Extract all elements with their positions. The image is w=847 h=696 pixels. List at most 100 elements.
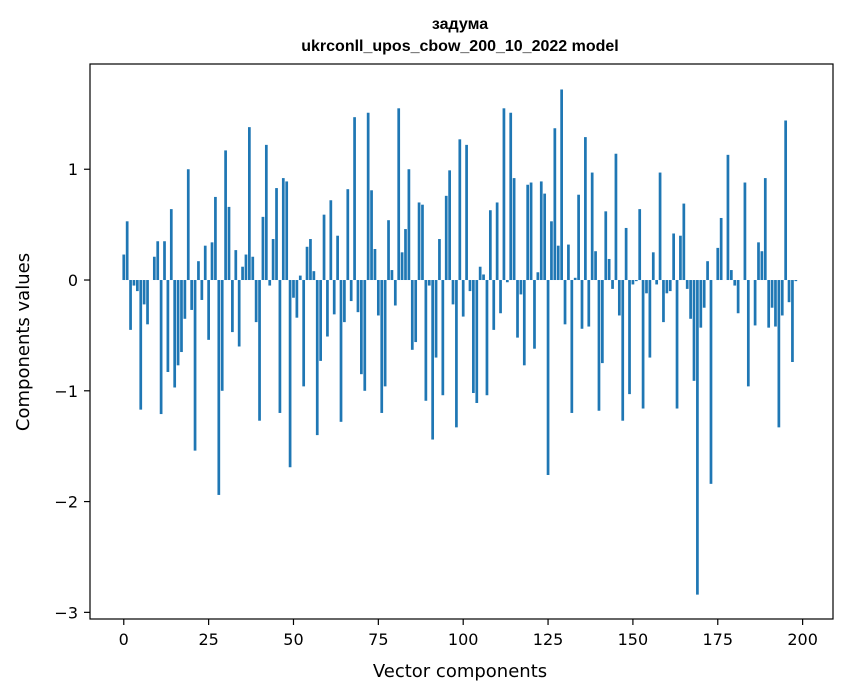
bar-124 [543, 193, 547, 281]
bar-93 [438, 239, 441, 281]
bar-60 [326, 280, 329, 337]
bar-16 [176, 280, 180, 366]
bar-164 [679, 235, 682, 281]
bar-187 [757, 242, 760, 281]
bar-63 [336, 235, 339, 281]
bar-154 [645, 280, 648, 294]
bar-89 [424, 280, 428, 401]
bar-83 [404, 229, 407, 281]
bar-77 [383, 280, 387, 387]
bar-135 [580, 280, 584, 329]
bar-148 [624, 227, 628, 281]
bar-29 [220, 280, 224, 391]
x-tick-label: 150 [618, 630, 649, 649]
bar-128 [556, 245, 560, 281]
bar-76 [380, 280, 384, 413]
bar-196 [787, 280, 791, 303]
bar-48 [285, 181, 289, 281]
bar-144 [611, 280, 614, 289]
bar-1 [125, 221, 129, 281]
bar-39 [254, 280, 258, 323]
bar-42 [264, 144, 268, 281]
bar-21 [193, 280, 197, 451]
bar-68 [353, 117, 356, 281]
bar-94 [441, 280, 445, 396]
bar-186 [753, 280, 757, 326]
bar-46 [278, 280, 282, 413]
bar-101 [465, 144, 468, 281]
bar-52 [298, 275, 302, 281]
bar-169 [696, 280, 699, 595]
bar-122 [536, 272, 540, 281]
bar-79 [390, 270, 394, 281]
bar-71 [363, 280, 367, 391]
bar-31 [227, 206, 231, 281]
chart-title: задума [432, 16, 488, 33]
bar-7 [146, 280, 149, 325]
bar-10 [156, 241, 160, 281]
bar-11 [159, 280, 163, 415]
bar-57 [315, 280, 319, 436]
bar-194 [780, 280, 784, 316]
bar-161 [668, 280, 672, 292]
bar-181 [736, 280, 740, 314]
bar-104 [475, 280, 479, 403]
bar-37 [248, 127, 251, 281]
bar-150 [631, 280, 635, 285]
bar-91 [431, 280, 435, 440]
bar-117 [519, 280, 523, 295]
bar-50 [292, 280, 295, 298]
bar-106 [482, 274, 485, 281]
bar-147 [621, 280, 625, 421]
y-axis-ticks: −3 −2 −1 0 1 [54, 160, 90, 622]
x-tick-label: 50 [283, 630, 303, 649]
y-axis-label: Components values [13, 253, 34, 431]
bar-23 [200, 280, 204, 300]
bar-145 [614, 153, 618, 281]
bar-35 [241, 266, 244, 281]
bar-170 [699, 280, 703, 328]
bar-139 [594, 251, 597, 281]
bar-178 [726, 154, 730, 281]
bar-142 [604, 211, 608, 281]
bar-189 [763, 178, 767, 281]
bar-4 [135, 280, 139, 292]
bar-67 [349, 280, 353, 302]
bar-2 [129, 280, 132, 330]
bar-53 [302, 280, 306, 387]
y-tick-label: −2 [54, 493, 78, 512]
bar-192 [774, 280, 777, 327]
bar-15 [173, 280, 177, 388]
bar-51 [295, 280, 299, 318]
bar-110 [495, 202, 499, 281]
bar-171 [702, 280, 706, 308]
bar-131 [567, 244, 570, 281]
bar-73 [370, 190, 373, 281]
bar-38 [251, 256, 255, 281]
bar-56 [312, 271, 316, 281]
bar-3 [132, 280, 136, 286]
bar-78 [387, 220, 390, 281]
bar-193 [777, 280, 781, 428]
bar-109 [492, 280, 496, 330]
bar-197 [791, 280, 794, 362]
bar-108 [488, 210, 492, 281]
bar-165 [682, 203, 686, 281]
bar-159 [662, 280, 665, 323]
bar-151 [634, 280, 638, 282]
bar-28 [217, 280, 221, 495]
bar-157 [655, 280, 659, 285]
bar-45 [275, 188, 278, 281]
x-tick-label: 100 [448, 630, 479, 649]
bar-176 [719, 217, 723, 281]
bar-158 [658, 172, 662, 281]
x-tick-label: 75 [368, 630, 388, 649]
bar-9 [152, 256, 156, 281]
bar-183 [743, 182, 747, 281]
bar-190 [767, 280, 771, 328]
bar-149 [628, 280, 631, 395]
bar-81 [397, 108, 401, 281]
bar-140 [597, 280, 601, 411]
bar-34 [237, 280, 241, 347]
